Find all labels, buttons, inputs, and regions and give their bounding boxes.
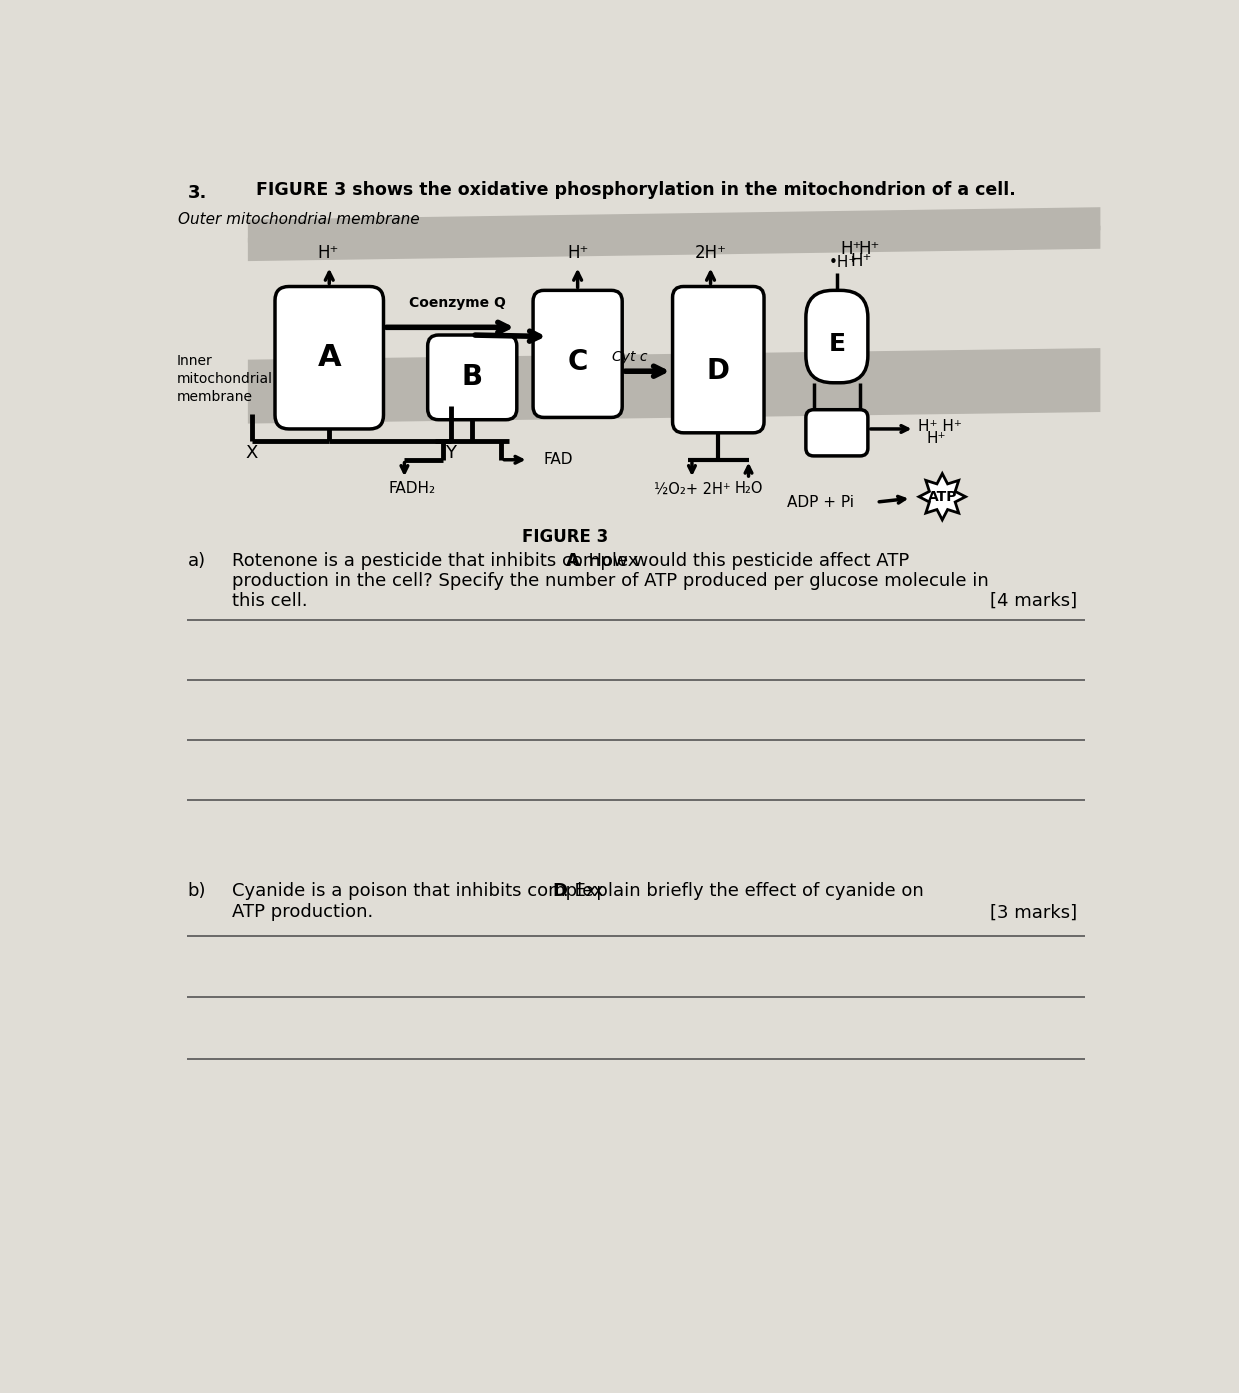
- Polygon shape: [248, 348, 1100, 423]
- Polygon shape: [248, 226, 1100, 260]
- Text: H⁺: H⁺: [317, 244, 338, 262]
- Text: Rotenone is a pesticide that inhibits complex: Rotenone is a pesticide that inhibits co…: [233, 552, 644, 570]
- Text: E: E: [829, 333, 845, 357]
- Text: Inner
mitochondrial
membrane: Inner mitochondrial membrane: [177, 354, 273, 404]
- Text: 3.: 3.: [187, 184, 207, 202]
- Text: H₂O: H₂O: [735, 482, 763, 496]
- Text: H⁺: H⁺: [841, 240, 862, 258]
- FancyBboxPatch shape: [533, 290, 622, 418]
- Text: Coenzyme Q: Coenzyme Q: [409, 297, 506, 311]
- Text: A: A: [566, 552, 580, 570]
- Text: [3 marks]: [3 marks]: [990, 903, 1077, 921]
- Text: Cyanide is a poison that inhibits complex: Cyanide is a poison that inhibits comple…: [233, 882, 610, 900]
- Polygon shape: [919, 474, 965, 520]
- Text: Outer mitochondrial membrane: Outer mitochondrial membrane: [178, 212, 420, 227]
- Text: this cell.: this cell.: [233, 592, 309, 610]
- Text: D: D: [706, 357, 730, 386]
- FancyBboxPatch shape: [805, 410, 867, 456]
- Text: FAD: FAD: [544, 453, 574, 467]
- Text: ATP: ATP: [928, 490, 957, 504]
- Text: X: X: [245, 444, 258, 462]
- Text: . How would this pesticide affect ATP: . How would this pesticide affect ATP: [577, 552, 909, 570]
- Text: b): b): [187, 882, 206, 900]
- Text: ADP + Pi: ADP + Pi: [787, 495, 854, 510]
- Text: 2H⁺: 2H⁺: [695, 244, 726, 262]
- FancyBboxPatch shape: [805, 290, 867, 383]
- Text: H⁺: H⁺: [859, 240, 880, 258]
- Text: FIGURE 3: FIGURE 3: [523, 528, 608, 546]
- Text: •H⁺: •H⁺: [829, 255, 857, 270]
- Text: FADH₂: FADH₂: [389, 482, 436, 496]
- Text: ½O₂+ 2H⁺: ½O₂+ 2H⁺: [654, 482, 730, 496]
- Text: H⁺ H⁺: H⁺ H⁺: [918, 419, 963, 435]
- Text: Y: Y: [446, 444, 456, 462]
- Polygon shape: [248, 208, 1100, 242]
- Text: H⁺: H⁺: [926, 430, 945, 446]
- Text: FIGURE 3 shows the oxidative phosphorylation in the mitochondrion of a cell.: FIGURE 3 shows the oxidative phosphoryla…: [255, 181, 1016, 199]
- Text: H⁺: H⁺: [851, 252, 872, 270]
- Text: ATP production.: ATP production.: [233, 903, 374, 921]
- Text: H⁺: H⁺: [567, 244, 589, 262]
- Text: A: A: [317, 343, 341, 372]
- Text: B: B: [462, 364, 483, 391]
- Text: . Explain briefly the effect of cyanide on: . Explain briefly the effect of cyanide …: [564, 882, 924, 900]
- Text: Cyt c: Cyt c: [612, 350, 648, 364]
- Text: D: D: [553, 882, 567, 900]
- FancyBboxPatch shape: [275, 287, 384, 429]
- Text: a): a): [187, 552, 206, 570]
- Text: production in the cell? Specify the number of ATP produced per glucose molecule : production in the cell? Specify the numb…: [233, 573, 989, 591]
- Text: [4 marks]: [4 marks]: [990, 592, 1077, 610]
- FancyBboxPatch shape: [427, 336, 517, 419]
- Text: C: C: [567, 348, 587, 376]
- FancyBboxPatch shape: [673, 287, 764, 433]
